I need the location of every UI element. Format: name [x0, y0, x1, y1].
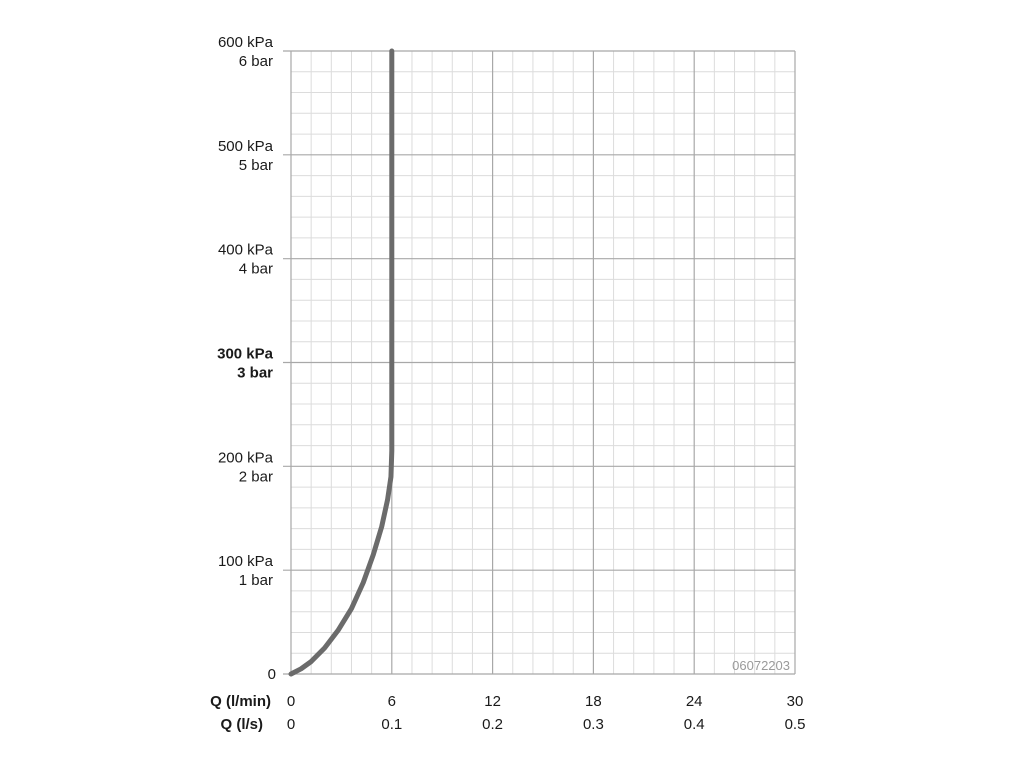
- y-axis-ticks: 0 100 kPa 1 bar 200 kPa 2 bar 300 kPa 3 bar 400…: [217, 34, 276, 683]
- x-tick-label-ls: 0.3: [583, 716, 604, 733]
- y-tick-label-bar: 4 bar: [239, 261, 273, 278]
- y-tick-label-bar: 1 bar: [239, 572, 273, 589]
- x-axis-label-lmin: Q (l/min): [210, 693, 271, 710]
- chart-code: 06072203: [732, 658, 790, 673]
- x-tick-label-lmin: 12: [484, 693, 501, 710]
- x-tick-label-lmin: 0: [287, 693, 295, 710]
- y-tick-label-kpa: 0: [268, 666, 276, 683]
- flow-curve: [288, 48, 395, 677]
- y-tick-label-bar: 3 bar: [237, 365, 273, 382]
- major-grid: [283, 50, 796, 675]
- x-tick-label-lmin: 24: [686, 693, 703, 710]
- y-tick-label-kpa: 200 kPa: [218, 449, 274, 466]
- x-tick-label-lmin: 18: [585, 693, 602, 710]
- x-axis-label-ls: Q (l/s): [220, 716, 263, 733]
- y-tick-label-kpa: 600 kPa: [218, 34, 274, 51]
- y-tick-label-kpa: 400 kPa: [218, 242, 274, 259]
- x-tick-label-lmin: 30: [787, 693, 804, 710]
- x-tick-label-lmin: 6: [388, 693, 396, 710]
- y-tick-label-kpa: 100 kPa: [218, 553, 274, 570]
- y-tick-label-bar: 2 bar: [239, 468, 273, 485]
- x-tick-label-ls: 0: [287, 716, 295, 733]
- x-tick-label-ls: 0.2: [482, 716, 503, 733]
- y-tick-label-bar: 6 bar: [239, 53, 273, 70]
- x-axis-ticks: 0 6 12 18 24 30 0 0.1 0.2 0.3 0.4 0.5: [287, 693, 806, 733]
- y-tick-label-kpa: 500 kPa: [218, 138, 274, 155]
- x-tick-label-ls: 0.5: [785, 716, 806, 733]
- x-tick-label-ls: 0.1: [381, 716, 402, 733]
- y-tick-label-kpa: 300 kPa: [217, 346, 274, 363]
- y-tick-label-bar: 5 bar: [239, 157, 273, 174]
- x-tick-label-ls: 0.4: [684, 716, 705, 733]
